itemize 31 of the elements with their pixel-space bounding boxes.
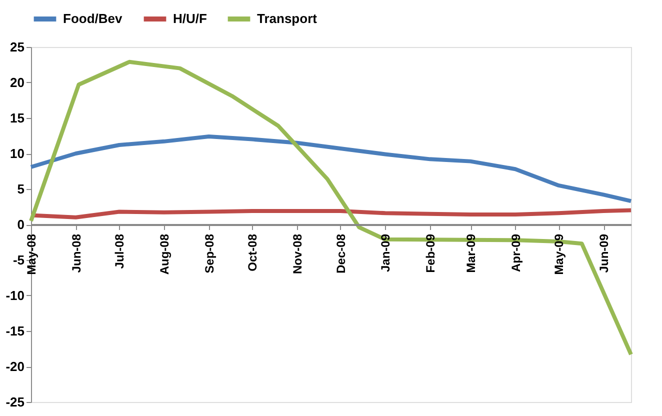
x-tick-label: Jul-08 — [112, 234, 127, 269]
x-tick-label: Apr-09 — [508, 234, 523, 272]
y-tick-label: 15 — [10, 110, 24, 126]
x-tick-label: Feb-09 — [424, 234, 438, 273]
x-tick-label: Mar-09 — [464, 234, 478, 273]
line-series — [29, 134, 633, 204]
x-tick-label: Oct-08 — [246, 234, 260, 272]
y-tick-label: 0 — [17, 217, 24, 232]
legend-label: Transport — [257, 11, 318, 26]
legend-label: Food/Bev — [63, 11, 123, 26]
legend-label: H/U/F — [173, 11, 207, 26]
y-tick-label: -25 — [6, 394, 24, 410]
y-tick-label: 20 — [10, 75, 24, 90]
y-tick-label: -15 — [6, 324, 24, 338]
y-tick-label: -5 — [12, 252, 24, 268]
x-tick-label: May-08 — [24, 234, 38, 275]
x-tick-label: Sep-08 — [202, 234, 216, 274]
y-tick-label: 25 — [10, 40, 24, 54]
y-tick-label: 10 — [10, 146, 24, 161]
x-tick-label: Jan-09 — [378, 234, 393, 272]
line-series — [29, 208, 633, 220]
x-tick-label: Jun-08 — [69, 234, 84, 273]
line-series — [29, 60, 633, 356]
y-tick-label: 5 — [17, 182, 24, 196]
y-tick-label: -20 — [6, 359, 24, 374]
y-tick-label: -10 — [6, 288, 24, 303]
x-tick-label: Dec-08 — [334, 234, 348, 274]
x-tick-label: May-09 — [552, 234, 566, 275]
x-tick-label: Jun-09 — [597, 234, 612, 273]
x-tick-label: Nov-08 — [290, 234, 305, 274]
x-tick-label: Aug-08 — [158, 234, 172, 275]
